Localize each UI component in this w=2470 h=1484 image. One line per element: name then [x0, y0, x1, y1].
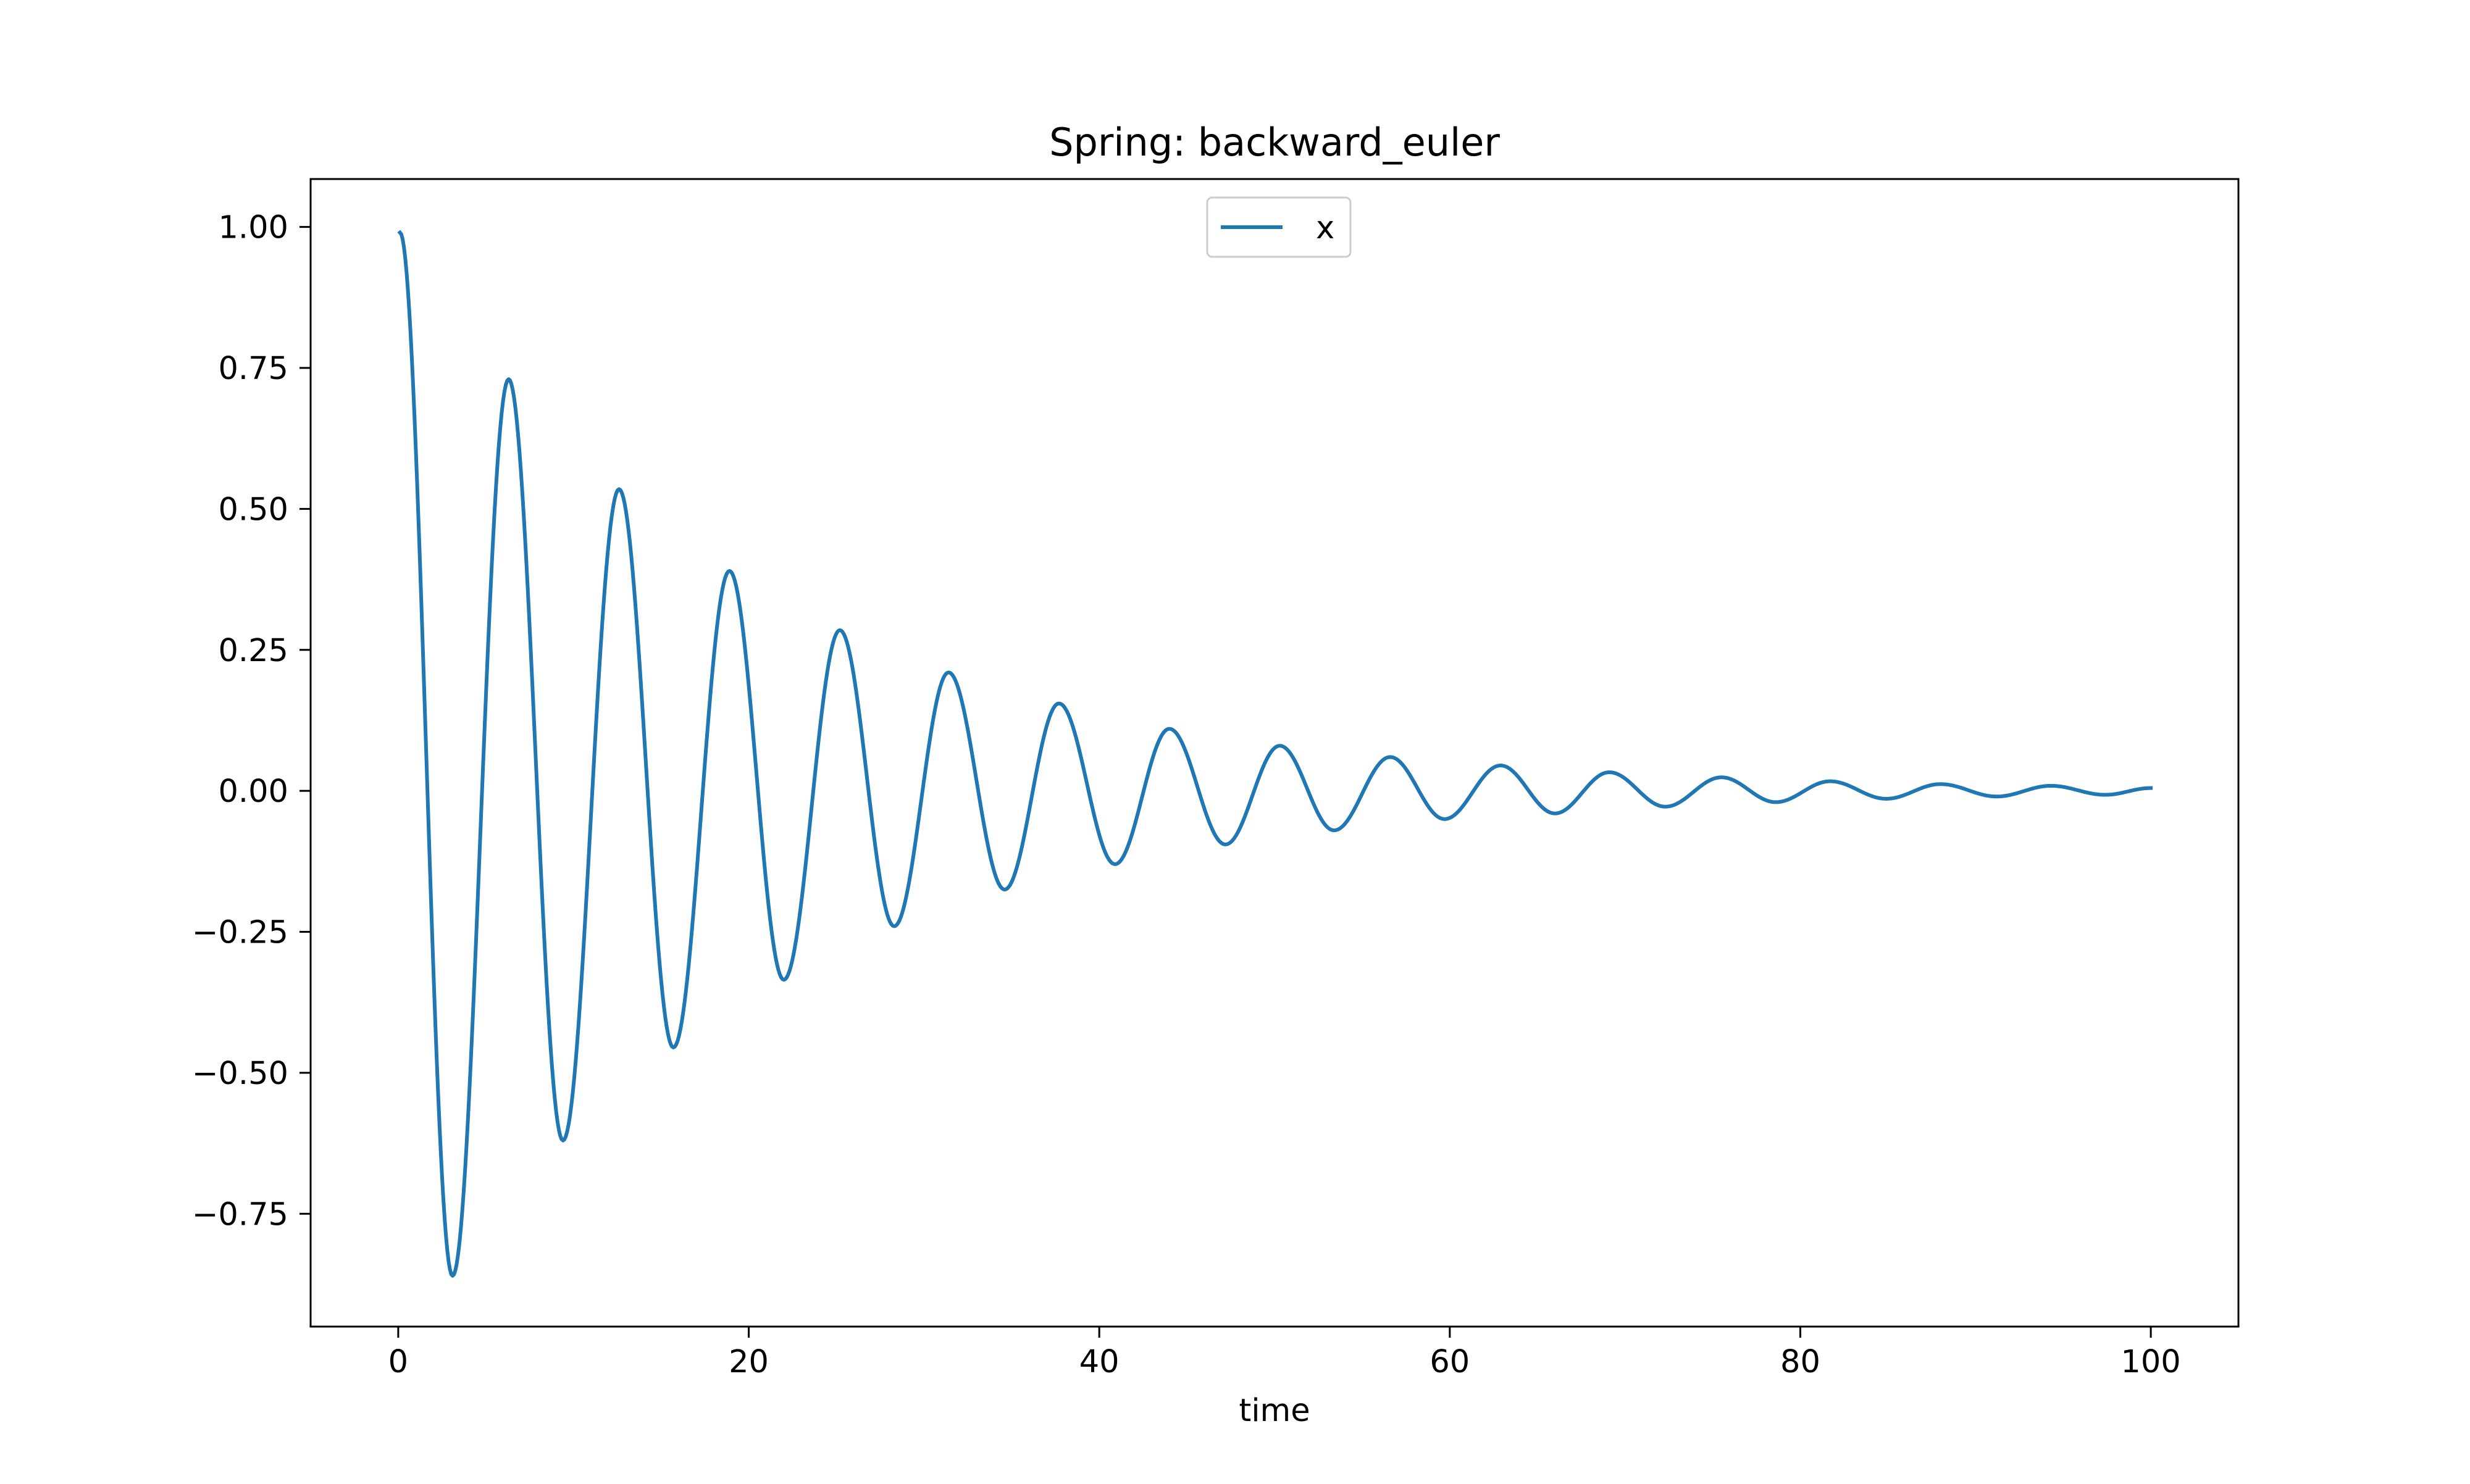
- axis-ticks: 0 20 40 60 80 100 1.00 0.75 0.50 0.25 0.00 −0.25 −0.…: [192, 210, 2181, 1380]
- x-axis-label: time: [1239, 1393, 1310, 1429]
- x-tick-label: 20: [729, 1344, 769, 1380]
- y-tick-label: 0.75: [218, 351, 288, 387]
- legend-label: x: [1316, 210, 1334, 246]
- y-tick-label: 1.00: [218, 210, 288, 246]
- y-tick-label: 0.00: [218, 773, 288, 810]
- y-tick-label: 0.50: [218, 491, 288, 528]
- x-tick-label: 0: [388, 1344, 408, 1380]
- y-tick-label: −0.25: [192, 915, 288, 951]
- x-tick-label: 80: [1780, 1344, 1820, 1380]
- y-tick-label: 0.25: [218, 633, 288, 669]
- y-tick-label: −0.75: [192, 1196, 288, 1233]
- chart-title: Spring: backward_euler: [1049, 120, 1500, 165]
- legend: x: [1206, 196, 1352, 258]
- x-tick-label: 60: [1430, 1344, 1470, 1380]
- x-tick-label: 100: [2120, 1344, 2180, 1380]
- y-tick-label: −0.50: [192, 1056, 288, 1092]
- series-line-x: [397, 230, 2153, 1278]
- plot-area: [309, 178, 2240, 1328]
- plot-frame: [309, 178, 2240, 1328]
- x-tick-label: 40: [1079, 1344, 1120, 1380]
